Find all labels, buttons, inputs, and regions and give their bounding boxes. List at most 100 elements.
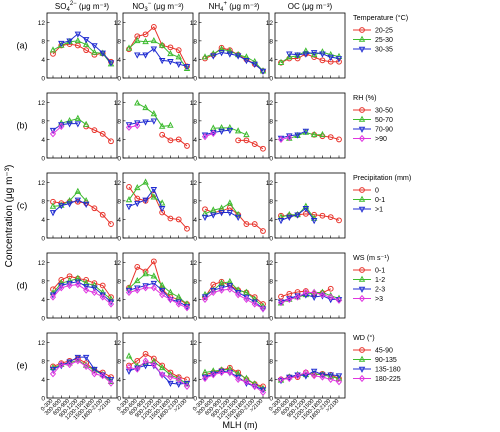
y-tick-label: 12	[266, 340, 274, 347]
data-point	[302, 51, 310, 58]
y-tick-label: 8	[41, 278, 45, 285]
data-point	[327, 54, 334, 61]
data-point	[107, 377, 115, 384]
data-point	[183, 304, 191, 312]
y-tick-label: 12	[190, 100, 198, 107]
column-headers: SO42− (μg m⁻³) NO3− (μg m⁻³) NH4+ (μg m⁻³)…	[55, 1, 333, 13]
legend-label: >90	[375, 136, 387, 143]
data-point	[201, 374, 209, 383]
data-point	[319, 212, 326, 219]
data-point	[158, 287, 166, 295]
legend-item: 45-90	[353, 347, 393, 355]
data-point	[327, 372, 334, 379]
data-point	[142, 37, 149, 45]
y-tick-label: 4	[117, 297, 121, 304]
data-point	[210, 288, 217, 297]
data-point	[66, 281, 73, 290]
legend-title: RH (%)	[353, 93, 377, 102]
data-point	[142, 197, 149, 204]
data-point	[167, 295, 174, 303]
legend-label: 25-30	[375, 37, 393, 44]
series	[125, 36, 191, 72]
data-point	[286, 134, 293, 142]
series	[126, 24, 190, 70]
column-header: NO3− (μg m⁻³)	[132, 1, 184, 13]
data-point	[107, 379, 115, 387]
panel-grid: (a) 0 4 8 12 0 4 8 12 0 4 8 12 0 4 8 12 (b) 0 4 8 12 0 4 8 12 0 4 8 1…	[17, 12, 346, 421]
data-point	[58, 203, 65, 210]
y-tick-label: 8	[193, 38, 197, 45]
data-point	[150, 193, 158, 200]
data-point	[66, 121, 73, 128]
data-point	[310, 50, 318, 57]
data-point	[259, 388, 267, 396]
panel-frame	[274, 172, 346, 239]
panel-frame	[46, 252, 118, 319]
data-point	[58, 122, 65, 130]
data-point	[126, 362, 132, 369]
data-point	[184, 225, 190, 232]
data-point	[150, 46, 158, 53]
y-tick-label: 4	[41, 57, 45, 64]
data-point	[107, 300, 115, 308]
data-point	[234, 53, 242, 60]
y-tick-label: 12	[114, 100, 122, 107]
series	[159, 131, 190, 149]
data-point	[218, 368, 225, 377]
legend-item: 0-1	[353, 195, 385, 204]
data-point	[277, 375, 285, 383]
data-point	[74, 114, 82, 121]
data-point	[158, 281, 166, 288]
y-tick-label: 0	[269, 76, 273, 83]
series	[201, 199, 242, 218]
data-point	[91, 366, 98, 374]
data-point	[58, 361, 65, 369]
y-tick-label: 12	[266, 180, 274, 187]
series	[202, 44, 266, 74]
data-point	[175, 47, 182, 54]
data-point	[319, 291, 326, 299]
data-point	[358, 374, 366, 383]
series	[311, 131, 342, 143]
data-point	[359, 347, 365, 353]
data-point	[218, 128, 225, 135]
data-point	[359, 107, 365, 113]
series-line	[289, 131, 323, 139]
data-point	[302, 128, 310, 135]
data-point	[359, 187, 365, 193]
data-point	[150, 118, 158, 125]
series	[125, 357, 191, 390]
data-point	[359, 27, 365, 33]
data-point	[175, 61, 182, 68]
data-point	[226, 368, 233, 377]
legend-label: 45-90	[375, 348, 393, 355]
data-point	[243, 221, 250, 227]
series	[125, 118, 158, 129]
data-point	[150, 110, 158, 117]
panel: 0 4 8 12	[114, 252, 194, 323]
legend-label: 180-225	[375, 376, 401, 383]
data-point	[167, 373, 174, 381]
panel: 0 4 8 12	[266, 12, 346, 83]
series-line	[213, 51, 264, 72]
data-point	[74, 281, 81, 289]
legend-label: 135-180	[375, 367, 401, 374]
data-point	[158, 41, 166, 48]
panel-frame	[198, 332, 270, 399]
y-tick-label: 8	[193, 358, 197, 365]
panel-frame	[198, 92, 270, 159]
y-tick-label: 8	[193, 198, 197, 205]
data-point	[74, 187, 82, 194]
data-point	[125, 368, 133, 375]
data-point	[259, 306, 267, 313]
y-tick-label: 4	[193, 217, 197, 224]
data-point	[218, 50, 225, 57]
data-point	[259, 387, 267, 394]
series	[125, 178, 166, 206]
data-point	[319, 57, 326, 64]
series	[49, 197, 90, 217]
y-tick-label: 4	[117, 57, 121, 64]
legend-label: 90-135	[375, 357, 397, 364]
legend-item: 70-90	[353, 127, 393, 134]
y-tick-label: 0	[117, 396, 121, 403]
